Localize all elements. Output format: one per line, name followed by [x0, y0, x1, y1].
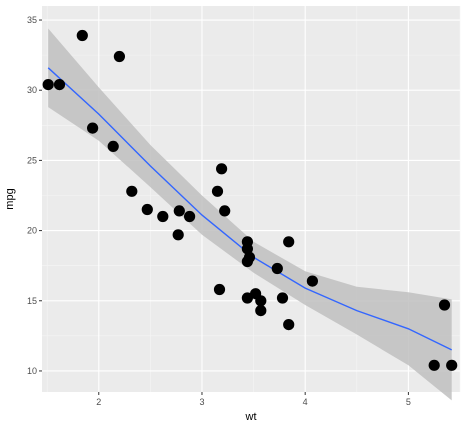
data-point	[283, 236, 295, 248]
data-point	[76, 29, 88, 42]
data-point	[241, 292, 253, 304]
data-point	[173, 205, 185, 217]
data-point	[255, 295, 267, 307]
data-point	[428, 359, 440, 371]
data-points	[42, 29, 458, 371]
major-grid	[42, 6, 460, 392]
y-tick-label: 10	[27, 366, 37, 376]
data-point	[438, 299, 451, 311]
y-axis-title: mpg	[4, 188, 16, 209]
data-point	[216, 163, 228, 175]
data-point	[219, 205, 231, 217]
x-axis-title: wt	[245, 411, 257, 423]
data-point	[241, 243, 253, 255]
data-point	[53, 79, 66, 91]
data-point	[213, 283, 226, 296]
y-tick-label: 20	[27, 226, 37, 236]
data-point	[276, 292, 289, 304]
y-tick-label: 30	[27, 85, 37, 95]
y-tick-label: 15	[27, 296, 37, 306]
y-axis-ticks: 10 15 20 25 30 35	[27, 15, 42, 376]
data-point	[184, 210, 196, 223]
data-point	[271, 262, 283, 275]
x-tick-label: 5	[406, 397, 411, 407]
data-point	[172, 229, 184, 241]
x-tick-label: 2	[96, 397, 101, 407]
data-point	[243, 251, 256, 263]
data-point	[126, 185, 138, 197]
data-point	[283, 319, 295, 331]
data-point	[211, 185, 224, 197]
data-point	[157, 210, 169, 223]
data-point	[87, 122, 99, 134]
data-point	[42, 79, 54, 91]
x-tick-label: 4	[303, 397, 308, 407]
data-point	[107, 140, 119, 152]
data-point	[141, 203, 153, 216]
data-point	[306, 275, 318, 287]
y-tick-label: 25	[27, 155, 37, 165]
data-point	[113, 50, 125, 63]
y-tick-label: 35	[27, 15, 37, 25]
x-tick-label: 3	[199, 397, 204, 407]
data-point	[446, 359, 458, 371]
x-axis-ticks: 2 3 4 5	[96, 392, 411, 407]
data-point	[255, 305, 267, 317]
